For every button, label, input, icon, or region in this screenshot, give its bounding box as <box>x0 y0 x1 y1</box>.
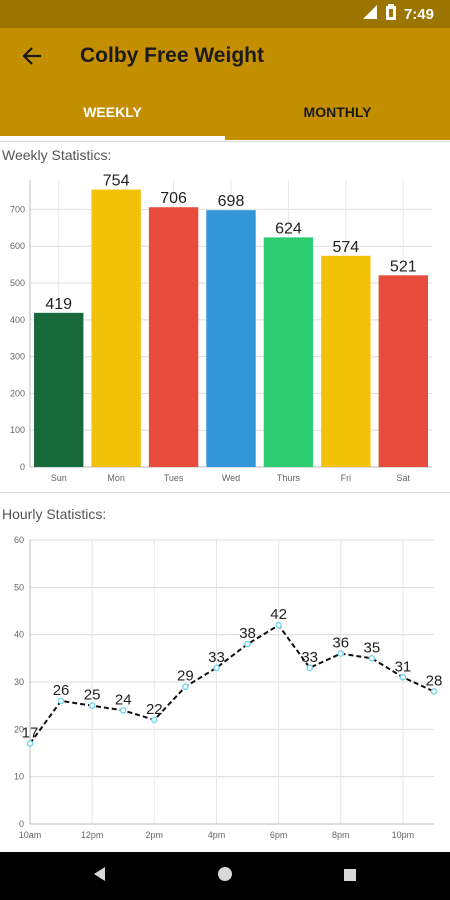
series-line <box>29 623 435 745</box>
signal-icon <box>362 4 378 24</box>
y-tick-label: 0 <box>20 462 25 472</box>
y-tick-label: 200 <box>10 388 25 398</box>
y-tick-label: 600 <box>10 241 25 251</box>
tab-monthly-label: MONTHLY <box>303 104 372 120</box>
point-value-label: 33 <box>301 649 318 666</box>
bar <box>378 275 428 467</box>
triangle-back-icon <box>93 866 107 886</box>
bar-value-label: 706 <box>160 190 187 207</box>
point-value-label: 22 <box>146 701 163 718</box>
tab-indicator <box>0 136 225 140</box>
data-point <box>119 707 127 714</box>
point-value-label: 42 <box>270 606 287 623</box>
circle-home-icon <box>217 866 233 886</box>
bar-value-label: 574 <box>333 239 360 256</box>
data-point <box>88 702 96 709</box>
weekly-bar-chart: 0 100 200 300 400 500 600 700 419 Sun 754 Mon 706 Tue… <box>10 173 432 483</box>
back-button[interactable] <box>14 42 50 74</box>
y-tick-label: 50 <box>14 582 24 592</box>
y-tick-label: 0 <box>19 819 24 829</box>
bar <box>263 237 314 467</box>
weekly-statistics-label: Weekly Statistics: <box>2 147 112 163</box>
y-tick-label: 100 <box>10 425 25 435</box>
y-tick-label: 300 <box>10 352 25 362</box>
bar <box>91 189 141 468</box>
data-point <box>213 664 220 672</box>
bar <box>34 312 84 467</box>
tab-weekly[interactable]: WEEKLY <box>0 84 225 140</box>
y-tick-label: 400 <box>10 315 25 325</box>
x-tick-label: 10am <box>19 830 42 840</box>
x-tick-label: Fri <box>341 473 352 483</box>
x-tick-label: 12pm <box>81 830 104 840</box>
data-point <box>151 716 158 724</box>
clock: 7:49 <box>403 5 434 23</box>
x-tick-label: Sat <box>397 473 411 483</box>
nav-back-button[interactable] <box>88 864 112 888</box>
y-tick-label: 20 <box>14 724 24 734</box>
y-tick-label: 30 <box>14 677 24 687</box>
data-point <box>244 640 251 648</box>
navigation-bar <box>0 852 450 900</box>
point-value-label: 29 <box>177 668 194 685</box>
point-value-label: 35 <box>364 639 381 656</box>
x-tick-label: Tues <box>164 473 184 483</box>
point-value-label: 38 <box>239 625 256 642</box>
data-point <box>26 740 34 747</box>
data-point <box>337 650 345 657</box>
x-tick-label: 4pm <box>208 830 226 840</box>
divider-middle <box>0 492 450 493</box>
app-bar: Colby Free Weight WEEKLY MONTHLY <box>0 28 450 140</box>
bar <box>148 207 199 467</box>
point-value-label: 17 <box>22 725 39 742</box>
point-value-label: 24 <box>115 691 132 708</box>
nav-home-button[interactable] <box>213 864 237 888</box>
point-value-label: 31 <box>395 658 412 675</box>
point-value-label: 33 <box>208 649 225 666</box>
x-tick-label: Sun <box>51 473 67 483</box>
x-tick-label: Thurs <box>277 473 301 483</box>
data-point <box>368 655 376 662</box>
y-tick-label: 60 <box>14 535 24 545</box>
bar-value-label: 698 <box>218 193 245 210</box>
y-tick-label: 700 <box>10 204 25 214</box>
y-tick-label: 500 <box>10 278 25 288</box>
tab-monthly[interactable]: MONTHLY <box>225 84 450 140</box>
data-point <box>306 664 313 672</box>
x-tick-label: Wed <box>222 473 240 483</box>
bar-value-label: 754 <box>103 173 130 190</box>
data-point <box>182 683 189 691</box>
battery-icon <box>385 4 396 24</box>
x-tick-label: 6pm <box>270 830 288 840</box>
point-value-label: 26 <box>53 682 70 699</box>
point-value-label: 28 <box>426 672 443 689</box>
data-point <box>275 621 282 629</box>
y-tick-label: 10 <box>14 772 24 782</box>
data-point <box>399 673 407 681</box>
bar <box>321 255 371 467</box>
hourly-statistics-label: Hourly Statistics: <box>2 506 107 522</box>
point-value-label: 25 <box>84 687 101 704</box>
bar-value-label: 521 <box>390 258 417 275</box>
data-point <box>430 688 438 695</box>
status-icons: 7:49 <box>362 0 434 28</box>
tab-weekly-label: WEEKLY <box>83 104 142 120</box>
point-value-label: 36 <box>332 635 349 652</box>
square-recents-icon <box>343 867 357 886</box>
divider-top <box>0 141 450 142</box>
x-tick-label: 8pm <box>332 830 350 840</box>
status-bar: 7:49 <box>0 0 450 28</box>
data-point <box>57 697 65 705</box>
y-tick-label: 40 <box>14 630 24 640</box>
bar-value-label: 624 <box>275 220 302 237</box>
x-tick-label: Mon <box>107 473 125 483</box>
bar <box>206 210 256 467</box>
bar-value-label: 419 <box>45 296 72 313</box>
nav-recents-button[interactable] <box>338 864 362 888</box>
x-tick-label: 10pm <box>392 830 415 840</box>
arrow-back-icon <box>21 45 43 71</box>
page-title: Colby Free Weight <box>80 44 264 67</box>
x-tick-label: 2pm <box>146 830 164 840</box>
hourly-line-chart: 0 10 20 30 40 50 60 10am 12pm 2pm 4pm 6pm 8pm 10pm 17 2… <box>14 535 443 840</box>
